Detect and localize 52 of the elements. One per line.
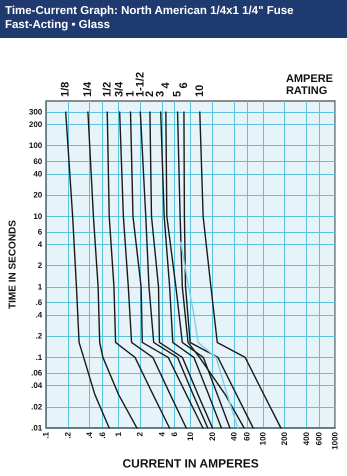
y-tick-label: 40	[33, 169, 43, 178]
text: 2	[144, 90, 156, 97]
chart-title: Time-Current Graph: North American 1/4x1 1/4" Fuse	[5, 4, 295, 18]
x-tick-label: 200	[280, 431, 290, 446]
y-tick-label: 6	[38, 227, 43, 236]
text: 6	[178, 82, 190, 88]
y-tick-label: .01	[31, 424, 43, 432]
x-tick-label: 40	[230, 431, 239, 441]
legend-title: AMPERE RATING	[286, 73, 333, 97]
y-axis-title: TIME IN SECONDS	[8, 220, 18, 309]
x-tick-label: .2	[63, 431, 72, 439]
y-tick-label: 2	[38, 261, 43, 270]
y-tick-label: .02	[31, 402, 43, 412]
y-tick-label: 100	[28, 141, 43, 150]
text: 4	[160, 82, 172, 88]
y-tick-label: .06	[31, 368, 43, 378]
y-tick-label: .2	[36, 332, 43, 341]
x-axis-title: CURRENT IN AMPERES	[122, 456, 259, 471]
x-tick-label: 4	[157, 431, 166, 436]
y-tick-label: .1	[36, 352, 43, 362]
x-tick-label: 100	[258, 431, 268, 446]
x-tick-label: 10	[186, 431, 196, 441]
y-tick-label: .04	[31, 381, 43, 390]
x-tick-label: 2	[136, 431, 145, 436]
x-tick-label: 6	[170, 431, 180, 436]
y-tick-label: .6	[36, 298, 43, 308]
text: 1	[124, 90, 137, 97]
x-tick-label: 600	[314, 431, 324, 446]
text: 5	[172, 90, 184, 97]
chart-subtitle: Fast-Acting • Glass	[5, 18, 111, 32]
y-tick-label: 200	[28, 120, 43, 129]
text: 1/4	[82, 80, 94, 97]
x-tick-label: 20	[208, 431, 217, 441]
x-tick-label: 400	[302, 431, 311, 446]
x-tick-label: .4	[85, 431, 94, 439]
x-tick-label: 60	[242, 431, 252, 441]
y-tick-label: 10	[33, 212, 43, 221]
text: 10	[194, 84, 206, 97]
text: 3/4	[114, 80, 126, 97]
y-tick-label: 20	[33, 190, 43, 200]
x-tick-label: 1	[114, 431, 123, 436]
text: 1/8	[60, 82, 72, 97]
y-tick-label: 1	[38, 282, 43, 292]
text: 3	[154, 90, 167, 97]
y-tick-label: .4	[36, 310, 43, 320]
x-tick-label: .6	[98, 431, 107, 439]
text: 1/2	[101, 82, 114, 97]
x-tick-label: 1000	[330, 431, 340, 450]
y-tick-label: 60	[33, 156, 43, 166]
text: 1-1/2	[134, 72, 146, 97]
y-tick-label: 4	[38, 240, 43, 249]
y-tick-label: 300	[28, 108, 43, 117]
